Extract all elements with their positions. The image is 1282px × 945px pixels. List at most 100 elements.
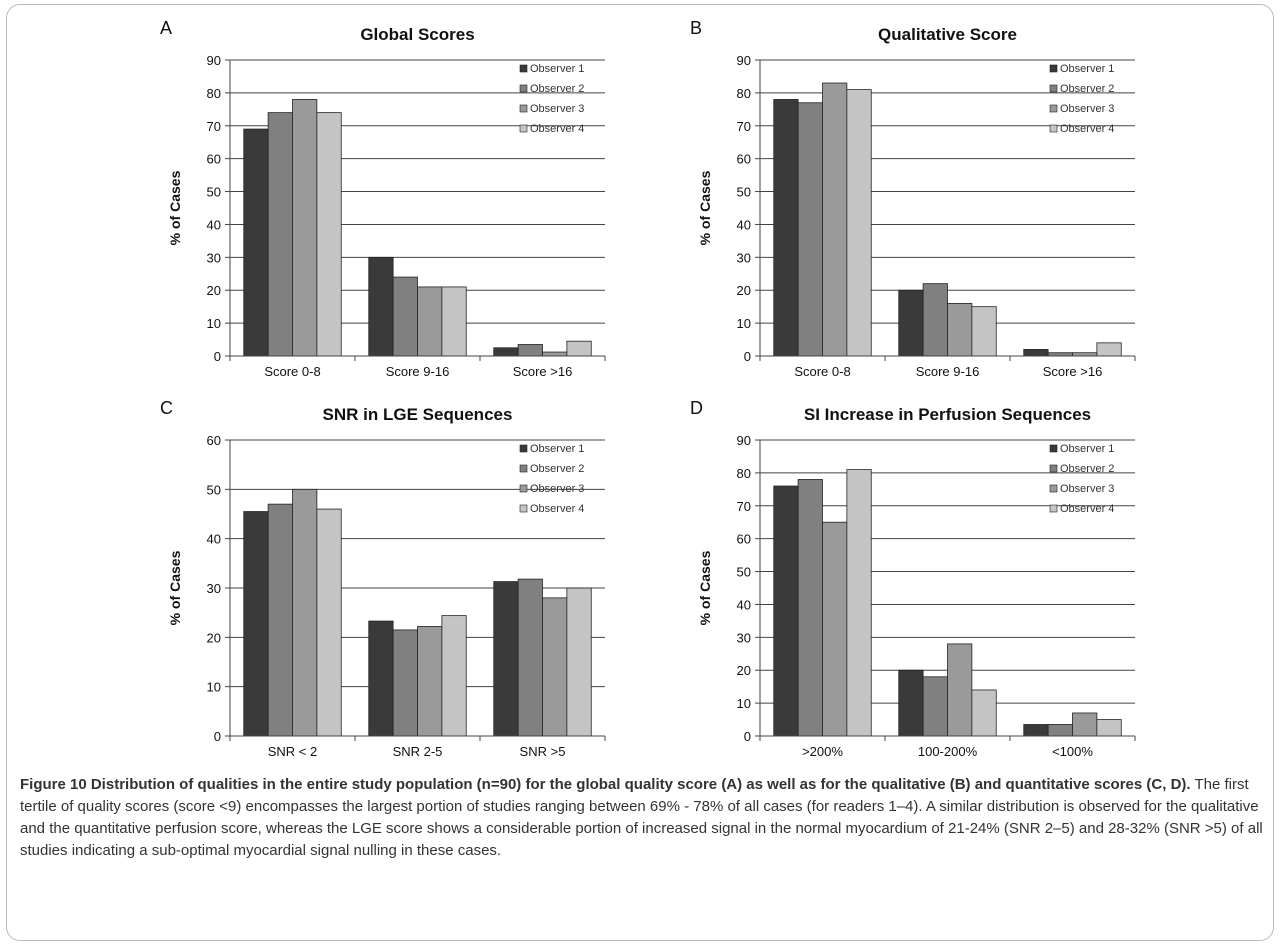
y-tick-label: 50: [737, 565, 751, 580]
y-tick-label: 50: [207, 482, 221, 497]
y-tick-label: 90: [207, 53, 221, 68]
y-axis-label: % of Cases: [167, 550, 183, 625]
legend-label: Observer 4: [530, 503, 584, 515]
y-tick-label: 20: [207, 283, 221, 298]
bar: [566, 587, 592, 737]
y-tick-label: 20: [737, 283, 751, 298]
y-tick-label: 30: [737, 250, 751, 265]
legend-swatch: [1049, 484, 1058, 493]
bar: [971, 306, 997, 357]
y-tick-label: 0: [214, 729, 221, 744]
y-tick-label: 0: [744, 349, 751, 364]
bar: [797, 102, 823, 357]
y-tick-label: 90: [737, 433, 751, 448]
chart-title: SNR in LGE Sequences: [323, 405, 513, 424]
x-tick-label: Score 0-8: [794, 364, 850, 379]
y-tick-label: 50: [207, 185, 221, 200]
bar: [441, 615, 467, 737]
bar: [898, 289, 924, 357]
legend-swatch: [1049, 84, 1058, 93]
legend-label: Observer 1: [530, 443, 584, 455]
bar: [773, 99, 799, 357]
panel-label: D: [690, 398, 703, 418]
legend-swatch: [1049, 504, 1058, 513]
bar: [441, 286, 467, 357]
bar: [1096, 342, 1122, 357]
caption-text: The first tertile of quality scores (sco…: [20, 776, 1263, 859]
panel-label: C: [160, 398, 173, 418]
panel-b: B Qualitative Score % of Cases 0 10 20 30 40 50 6…: [680, 18, 1150, 379]
chart-title: Global Scores: [360, 25, 474, 44]
bar: [417, 286, 443, 357]
legend-swatch: [519, 484, 528, 493]
x-tick-label: SNR < 2: [268, 744, 318, 759]
legend-swatch: [1049, 64, 1058, 73]
y-tick-label: 60: [207, 433, 221, 448]
y-tick-label: 80: [207, 86, 221, 101]
y-tick-label: 10: [737, 696, 751, 711]
y-tick-label: 30: [207, 250, 221, 265]
x-tick-label: Score 9-16: [386, 364, 450, 379]
chart-svg: B Qualitative Score % of Cases 0 10 20 30 40 50 6…: [690, 18, 1136, 379]
legend-label: Observer 1: [530, 63, 584, 75]
x-tick-label: Score >16: [513, 364, 573, 379]
y-axis-label: % of Cases: [167, 170, 183, 245]
bar: [822, 82, 848, 357]
figure-frame: [6, 4, 1274, 941]
legend-label: Observer 4: [1060, 503, 1114, 515]
legend-swatch: [1049, 444, 1058, 453]
legend-label: Observer 2: [530, 463, 584, 475]
chart-title: Qualitative Score: [878, 25, 1017, 44]
y-tick-label: 70: [207, 119, 221, 134]
y-tick-label: 40: [207, 217, 221, 232]
bar: [243, 128, 269, 357]
legend-label: Observer 2: [1060, 463, 1114, 475]
panel-d: D SI Increase in Perfusion Sequences % of …: [680, 398, 1150, 759]
legend-label: Observer 3: [530, 483, 584, 495]
legend-swatch: [1049, 124, 1058, 133]
bar: [267, 112, 293, 357]
y-tick-label: 40: [737, 217, 751, 232]
bar: [517, 344, 543, 357]
y-tick-label: 30: [737, 630, 751, 645]
caption-title: Figure 10 Distribution of qualities in t…: [20, 776, 1191, 793]
panel-label: B: [690, 18, 702, 38]
x-tick-label: >200%: [802, 744, 843, 759]
legend-swatch: [519, 104, 528, 113]
x-tick-label: Score >16: [1043, 364, 1103, 379]
bar: [971, 689, 997, 737]
bar: [517, 578, 543, 737]
legend-label: Observer 1: [1060, 63, 1114, 75]
legend-swatch: [519, 464, 528, 473]
panel-label: A: [160, 18, 172, 38]
bar: [922, 676, 948, 737]
y-axis-label: % of Cases: [697, 170, 713, 245]
bar: [1072, 712, 1098, 737]
legend-label: Observer 4: [1060, 123, 1114, 135]
y-tick-label: 20: [737, 663, 751, 678]
chart-svg: C SNR in LGE Sequences % of Cases 0 10 20 30 40…: [160, 398, 606, 759]
legend-label: Observer 2: [1060, 83, 1114, 95]
y-tick-label: 70: [737, 119, 751, 134]
bar: [368, 620, 394, 737]
bar: [1096, 719, 1122, 737]
legend-label: Observer 1: [1060, 443, 1114, 455]
bar: [947, 643, 973, 737]
bar: [846, 469, 872, 737]
x-tick-label: SNR >5: [520, 744, 566, 759]
legend-swatch: [1049, 464, 1058, 473]
bar: [542, 597, 568, 737]
bar: [797, 479, 823, 737]
legend-swatch: [519, 444, 528, 453]
y-tick-label: 10: [207, 316, 221, 331]
legend-swatch: [519, 124, 528, 133]
y-tick-label: 20: [207, 630, 221, 645]
chart-svg: D SI Increase in Perfusion Sequences % of …: [690, 398, 1136, 759]
legend-label: Observer 3: [530, 103, 584, 115]
chart-title: SI Increase in Perfusion Sequences: [804, 405, 1091, 424]
legend-swatch: [519, 504, 528, 513]
panel-a: A Global Scores % of Cases 0 10 20 30 40 50 60 70 8…: [150, 18, 620, 379]
figure-caption: Figure 10 Distribution of qualities in t…: [20, 774, 1270, 862]
bar: [898, 669, 924, 737]
legend-swatch: [519, 84, 528, 93]
